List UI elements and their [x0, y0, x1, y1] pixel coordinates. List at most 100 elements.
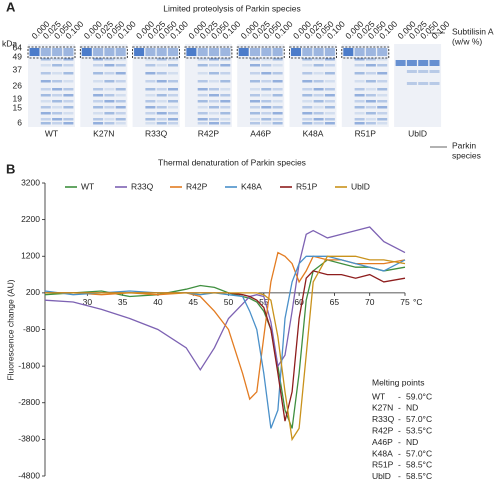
- mw-marker: 6: [17, 117, 22, 127]
- gel: [132, 44, 180, 127]
- band: [313, 58, 324, 61]
- band: [40, 80, 51, 83]
- band: [145, 80, 156, 83]
- band: [250, 112, 260, 115]
- band: [365, 88, 376, 91]
- series-line: [44, 259, 406, 429]
- band: [197, 58, 208, 61]
- x-tick-label: 35: [118, 297, 128, 307]
- band: [272, 94, 283, 97]
- band: [302, 122, 313, 125]
- band: [377, 48, 388, 56]
- y-tick-label: 2200: [21, 214, 40, 224]
- band: [209, 80, 219, 83]
- band: [115, 100, 126, 103]
- panel-label: A: [6, 0, 16, 14]
- band: [156, 72, 167, 75]
- band: [145, 122, 156, 125]
- band: [115, 94, 126, 97]
- band: [250, 64, 260, 67]
- band: [209, 100, 219, 103]
- melting-name: R33Q: [372, 414, 395, 424]
- band: [302, 94, 313, 97]
- gel: [237, 44, 285, 127]
- dashed-box: [341, 46, 390, 59]
- band: [365, 72, 376, 75]
- band: [52, 48, 63, 56]
- band: [302, 100, 313, 103]
- band: [418, 82, 429, 85]
- band: [52, 80, 63, 83]
- band: [104, 106, 115, 109]
- band: [40, 94, 51, 97]
- band: [220, 122, 231, 125]
- band: [365, 106, 376, 109]
- band: [63, 122, 74, 125]
- band: [40, 106, 51, 109]
- mw-marker: 64: [13, 42, 23, 52]
- band: [406, 70, 417, 73]
- band: [156, 94, 167, 97]
- x-tick-label: 50: [224, 297, 234, 307]
- y-axis-label: Fluorescence change (AU): [5, 279, 15, 380]
- band: [250, 122, 260, 125]
- melting-sep: -: [398, 471, 401, 481]
- sample-label: K48A: [303, 128, 324, 138]
- melting-name: UblD: [372, 471, 391, 481]
- band: [104, 64, 115, 67]
- band: [272, 112, 283, 115]
- band: [272, 122, 283, 125]
- legend-label: UblD: [351, 181, 370, 191]
- subtilisin-label: (w/w %): [452, 36, 482, 46]
- band: [324, 58, 335, 61]
- band: [197, 48, 208, 56]
- x-tick-label: 70: [365, 297, 375, 307]
- band: [145, 94, 156, 97]
- melting-sep: -: [398, 414, 401, 424]
- band: [220, 112, 231, 115]
- parkin-label: species: [452, 150, 481, 160]
- band: [156, 64, 167, 67]
- band: [93, 94, 104, 97]
- band: [377, 88, 388, 91]
- band: [220, 80, 231, 83]
- band: [324, 94, 335, 97]
- band: [93, 80, 104, 83]
- band: [261, 112, 272, 115]
- dashed-box: [184, 46, 233, 59]
- band: [104, 80, 115, 83]
- band: [324, 118, 335, 121]
- band: [52, 72, 63, 75]
- band: [261, 100, 272, 103]
- band: [377, 80, 388, 83]
- band: [365, 64, 376, 67]
- band: [52, 100, 63, 103]
- melting-title: Melting points: [372, 377, 424, 387]
- band: [354, 88, 365, 91]
- band: [377, 118, 388, 121]
- band: [40, 122, 51, 125]
- band: [104, 122, 115, 125]
- x-tick-label: 75: [400, 297, 410, 307]
- melting-value: ND: [406, 437, 418, 447]
- band: [302, 88, 313, 91]
- band: [261, 58, 272, 61]
- melting-value: 58.5°C: [406, 471, 432, 481]
- melting-sep: -: [398, 460, 401, 470]
- x-tick-label: 30: [83, 297, 93, 307]
- band: [52, 118, 63, 121]
- band: [302, 72, 313, 75]
- band: [168, 112, 178, 115]
- band: [406, 82, 417, 85]
- dashed-box: [79, 46, 128, 59]
- band: [354, 72, 365, 75]
- band: [418, 70, 429, 73]
- gel: [394, 44, 442, 127]
- band: [429, 70, 440, 73]
- melting-value: ND: [406, 403, 418, 413]
- band: [302, 64, 313, 67]
- band: [272, 106, 283, 109]
- y-tick-label: -4800: [18, 470, 40, 480]
- melting-name: A46P: [372, 437, 393, 447]
- band: [104, 48, 115, 56]
